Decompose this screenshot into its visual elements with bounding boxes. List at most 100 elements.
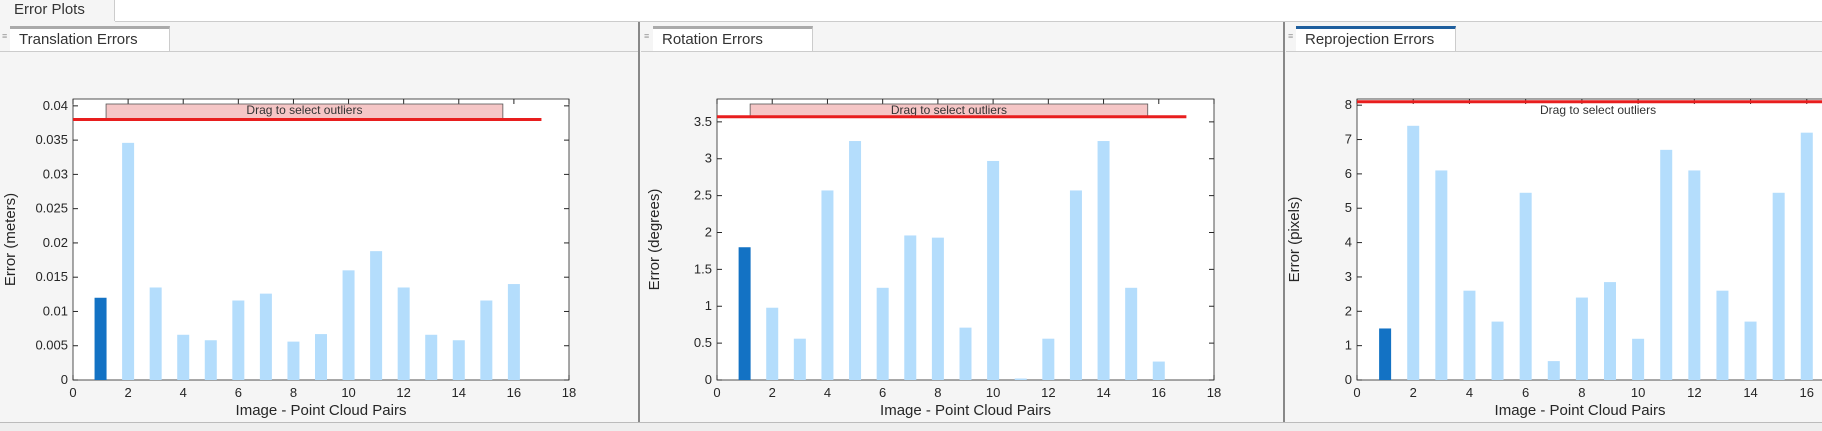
tab-label: Translation Errors [19, 31, 138, 48]
bar[interactable] [259, 293, 272, 380]
bar[interactable] [1660, 149, 1673, 380]
bar[interactable] [315, 334, 327, 380]
tab-rotation-errors[interactable]: Rotation Errors [653, 26, 813, 51]
x-tick-label: 10 [1631, 385, 1645, 400]
x-tick-label: 8 [934, 385, 941, 400]
bar[interactable] [959, 327, 972, 380]
bar[interactable] [1800, 132, 1813, 380]
horizontal-scrollbar[interactable] [0, 422, 1822, 431]
x-tick-label: 2 [1410, 385, 1417, 400]
tab-translation-errors[interactable]: Translation Errors [10, 26, 170, 51]
x-tick-label: 0 [1353, 385, 1360, 400]
tab-divider [1286, 51, 1822, 52]
error-plots-tab-label: Error Plots [14, 1, 85, 18]
bar[interactable] [1069, 190, 1082, 380]
x-tick-label: 12 [1687, 385, 1701, 400]
bar[interactable] [1435, 170, 1448, 380]
y-tick-label: 0.04 [43, 98, 68, 113]
x-tick-label: 16 [1152, 385, 1166, 400]
chart-1: 0 0.5 1 1.5 2 2.5 3 3.5 0 2 4 6 8 10 12 14 16 18 Drag to s… [646, 98, 1221, 419]
y-tick-label: 0.01 [43, 303, 68, 318]
y-tick-label: 3.5 [694, 114, 712, 129]
bar[interactable] [1772, 192, 1785, 380]
bar[interactable] [397, 287, 410, 380]
x-tick-label: 8 [1578, 385, 1585, 400]
y-tick-label: 5 [1345, 200, 1352, 215]
selected-bar[interactable] [1379, 328, 1392, 380]
x-tick-label: 6 [1522, 385, 1529, 400]
x-tick-label: 10 [986, 385, 1000, 400]
bar[interactable] [1014, 378, 1027, 380]
bar[interactable] [1744, 321, 1757, 380]
bar[interactable] [1688, 170, 1701, 380]
x-tick-label: 18 [1207, 385, 1221, 400]
bar[interactable] [849, 141, 862, 380]
bar[interactable] [232, 300, 245, 380]
selected-bar[interactable] [738, 247, 751, 380]
bar[interactable] [1491, 321, 1504, 380]
x-axis-label: Image - Point Cloud Pairs [1495, 402, 1666, 419]
bar[interactable] [342, 270, 355, 380]
bar[interactable] [904, 235, 917, 380]
bar[interactable] [149, 287, 162, 380]
bar[interactable] [1604, 282, 1616, 380]
y-tick-label: 3 [1345, 269, 1352, 284]
bar[interactable] [876, 287, 889, 380]
error-plots-tab[interactable]: Error Plots [0, 0, 115, 21]
bar[interactable] [1097, 141, 1110, 380]
y-tick-label: 0 [705, 372, 712, 387]
bar[interactable] [1042, 338, 1055, 380]
y-tick-label: 0.02 [43, 235, 68, 250]
y-tick-label: 2 [705, 224, 712, 239]
bar[interactable] [1152, 361, 1165, 380]
bar[interactable] [766, 307, 779, 380]
x-tick-label: 8 [290, 385, 297, 400]
bar[interactable] [287, 341, 300, 380]
bar[interactable] [1519, 192, 1532, 380]
y-axis-label: Error (meters) [2, 193, 19, 286]
x-axis-label: Image - Point Cloud Pairs [236, 402, 407, 419]
y-tick-label: 0.035 [35, 132, 68, 147]
drag-grip-icon[interactable]: ≡ [2, 31, 8, 41]
bar[interactable] [1632, 338, 1645, 380]
bar[interactable] [370, 251, 383, 380]
bar[interactable] [177, 334, 190, 380]
x-tick-label: 0 [69, 385, 76, 400]
bar[interactable] [1716, 290, 1729, 380]
bar[interactable] [480, 300, 493, 380]
x-tick-label: 6 [879, 385, 886, 400]
bar[interactable] [425, 334, 438, 380]
drag-grip-icon[interactable]: ≡ [1288, 31, 1294, 41]
bar[interactable] [987, 160, 1000, 380]
bar[interactable] [821, 190, 834, 380]
x-tick-label: 12 [396, 385, 410, 400]
bar[interactable] [1125, 287, 1138, 380]
bar[interactable] [507, 284, 520, 380]
tab-label: Reprojection Errors [1305, 31, 1435, 48]
y-tick-label: 0.005 [35, 338, 68, 353]
bar[interactable] [1547, 361, 1560, 380]
bar[interactable] [204, 340, 217, 380]
bar[interactable] [1463, 290, 1476, 380]
y-tick-label: 0.025 [35, 201, 68, 216]
outlier-label: Drag to select outliers [246, 103, 362, 117]
drag-grip-icon[interactable]: ≡ [644, 31, 650, 41]
x-tick-label: 2 [124, 385, 131, 400]
bar[interactable] [452, 340, 465, 380]
bar[interactable] [1575, 297, 1588, 380]
selected-bar[interactable] [94, 297, 107, 380]
bar[interactable] [122, 142, 135, 380]
x-tick-label: 4 [824, 385, 831, 400]
x-tick-label: 12 [1041, 385, 1055, 400]
y-tick-label: 0.03 [43, 166, 68, 181]
x-tick-label: 16 [507, 385, 521, 400]
y-tick-label: 2.5 [694, 188, 712, 203]
y-tick-label: 6 [1345, 166, 1352, 181]
y-tick-label: 0.015 [35, 269, 68, 284]
bar[interactable] [1407, 125, 1420, 381]
bar[interactable] [793, 338, 806, 380]
y-tick-label: 8 [1345, 97, 1352, 112]
tab-reprojection-errors[interactable]: Reprojection Errors [1296, 26, 1456, 51]
bar[interactable] [931, 237, 944, 380]
